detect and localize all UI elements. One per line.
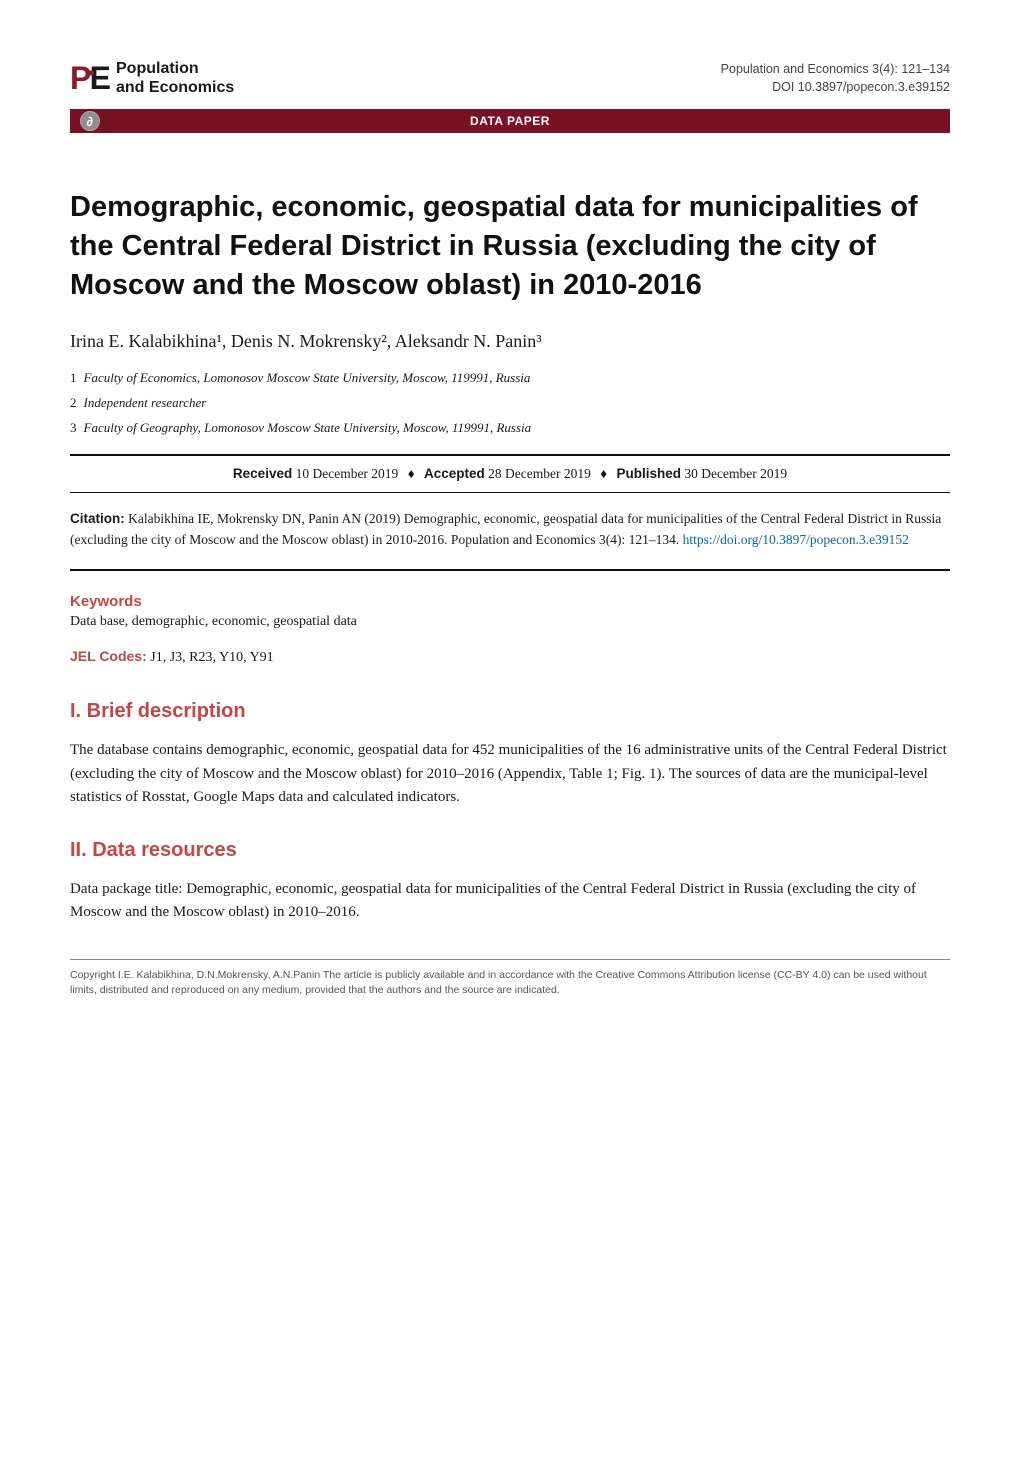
open-access-icon: ∂: [80, 111, 100, 131]
logo-dot-icon: •: [88, 63, 93, 83]
divider: [70, 492, 950, 493]
dates-line: Received 10 December 2019 ♦ Accepted 28 …: [70, 466, 950, 482]
affiliation-2: 2 Independent researcher: [70, 395, 950, 411]
authors-line: Irina E. Kalabikhina¹, Denis N. Mokrensk…: [70, 331, 950, 352]
logo-text: Population and Economics: [116, 60, 234, 97]
jel-line: JEL Codes: J1, J3, R23, Y10, Y91: [70, 648, 950, 666]
affil-text: Faculty of Geography, Lomonosov Moscow S…: [84, 420, 532, 436]
affiliation-1: 1 Faculty of Economics, Lomonosov Moscow…: [70, 370, 950, 386]
published-label: Published: [616, 466, 681, 481]
jel-codes: J1, J3, R23, Y10, Y91: [147, 650, 274, 665]
citation-block: Citation: Kalabikhina IE, Mokrensky DN, …: [70, 509, 950, 551]
logo-line1: Population: [116, 60, 199, 77]
header-meta: Population and Economics 3(4): 121–134 D…: [721, 60, 950, 96]
paper-title: Demographic, economic, geospatial data f…: [70, 188, 950, 305]
jel-label: JEL Codes:: [70, 648, 147, 664]
received-value: 10 December 2019: [296, 466, 399, 481]
citation-label: Citation:: [70, 511, 125, 526]
banner-label: DATA PAPER: [470, 114, 550, 128]
published-value: 30 December 2019: [684, 466, 787, 481]
received-label: Received: [233, 466, 292, 481]
diamond-separator-icon: ♦: [594, 466, 613, 481]
affil-num: 2: [70, 395, 77, 411]
affiliation-3: 3 Faculty of Geography, Lomonosov Moscow…: [70, 420, 950, 436]
affil-num: 1: [70, 370, 77, 386]
accepted-value: 28 December 2019: [488, 466, 591, 481]
section-2-body: Data package title: Demographic, economi…: [70, 878, 950, 925]
keywords-text: Data base, demographic, economic, geospa…: [70, 614, 950, 630]
accepted-label: Accepted: [424, 466, 485, 481]
keywords-heading: Keywords: [70, 593, 950, 610]
divider: [70, 454, 950, 456]
diamond-separator-icon: ♦: [402, 466, 421, 481]
citation-doi-link[interactable]: https://doi.org/10.3897/popecon.3.e39152: [683, 532, 909, 547]
footer-divider: [70, 959, 950, 960]
section-heading-1: I. Brief description: [70, 700, 950, 723]
section-1-body: The database contains demographic, econo…: [70, 739, 950, 809]
logo-pe: P•E: [70, 60, 110, 97]
affil-text: Faculty of Economics, Lomonosov Moscow S…: [84, 370, 531, 386]
affil-num: 3: [70, 420, 77, 436]
citation-line: Population and Economics 3(4): 121–134: [721, 60, 950, 78]
copyright-notice: Copyright I.E. Kalabikhina, D.N.Mokrensk…: [70, 968, 950, 998]
affil-text: Independent researcher: [84, 395, 207, 411]
logo-line2: and Economics: [116, 79, 234, 96]
doi-line: DOI 10.3897/popecon.3.e39152: [721, 78, 950, 96]
paper-type-banner: ∂ DATA PAPER: [70, 109, 950, 133]
journal-logo: P•E Population and Economics: [70, 60, 234, 97]
page: P•E Population and Economics Population …: [0, 0, 1020, 1048]
header-row: P•E Population and Economics Population …: [70, 60, 950, 97]
divider: [70, 569, 950, 571]
section-heading-2: II. Data resources: [70, 839, 950, 862]
